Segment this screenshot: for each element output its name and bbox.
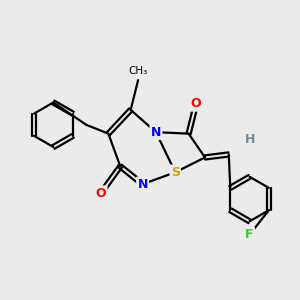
- Text: O: O: [96, 187, 106, 200]
- Text: CH₃: CH₃: [128, 66, 148, 76]
- Text: N: N: [137, 178, 148, 191]
- Text: S: S: [171, 166, 180, 179]
- Text: O: O: [191, 98, 201, 110]
- Text: F: F: [245, 228, 254, 241]
- Text: H: H: [244, 133, 255, 146]
- Text: N: N: [151, 126, 161, 139]
